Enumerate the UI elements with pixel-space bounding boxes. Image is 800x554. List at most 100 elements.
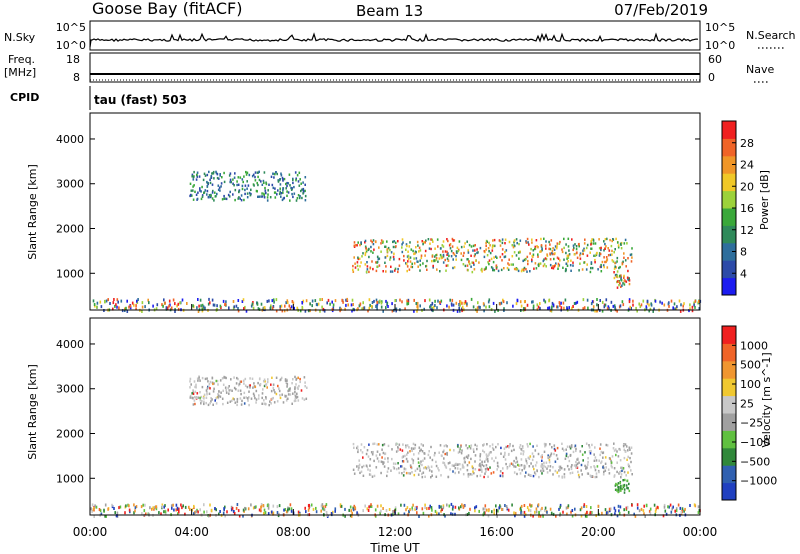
range-cell: [251, 174, 254, 178]
range-cell: [479, 305, 481, 309]
range-cell: [546, 254, 549, 258]
range-cell: [352, 270, 355, 273]
range-cell: [357, 468, 360, 471]
range-cell: [476, 306, 479, 310]
range-cell: [368, 298, 371, 302]
range-cell: [621, 469, 623, 472]
range-cell: [518, 468, 521, 471]
range-cell: [135, 304, 137, 308]
range-cell: [233, 176, 236, 179]
range-cell: [527, 456, 530, 459]
range-cell: [393, 258, 395, 261]
range-cell: [526, 506, 529, 509]
range-cell: [507, 453, 510, 456]
nsky-tick-bottom: 10^0: [56, 39, 86, 52]
range-cell: [284, 378, 287, 381]
range-cell: [210, 397, 212, 400]
range-cell: [376, 255, 379, 258]
range-cell: [542, 264, 545, 268]
range-cell: [167, 508, 169, 512]
range-cell: [391, 270, 394, 273]
range-cell: [302, 189, 305, 193]
range-cell: [298, 171, 301, 174]
range-cell: [237, 197, 239, 200]
range-cell: [414, 506, 417, 509]
range-cell: [631, 503, 633, 507]
freq-tick-top: 18: [66, 53, 80, 66]
range-cell: [188, 505, 190, 509]
range-cell: [376, 302, 379, 306]
range-cell: [444, 258, 446, 262]
range-cell: [583, 242, 586, 245]
range-cell: [544, 244, 547, 247]
range-cell: [275, 392, 278, 396]
range-cell: [476, 444, 478, 448]
range-cell: [181, 298, 184, 302]
range-cell: [429, 504, 431, 508]
range-cell: [477, 301, 479, 305]
range-cell: [438, 504, 441, 508]
range-cell: [556, 245, 558, 248]
range-cell: [215, 397, 217, 400]
range-cell: [455, 254, 457, 258]
range-cell: [296, 197, 299, 200]
range-cell: [92, 508, 95, 512]
range-cell: [631, 247, 633, 250]
range-cell: [454, 466, 457, 470]
range-cell: [528, 465, 531, 468]
range-cell: [282, 191, 284, 194]
range-cell: [357, 465, 360, 468]
range-cell: [508, 263, 510, 266]
range-cell: [221, 176, 223, 179]
range-cell: [234, 172, 236, 175]
range-cell: [511, 503, 513, 507]
range-cell: [435, 460, 437, 464]
range-cell: [466, 456, 469, 460]
range-cell: [623, 491, 626, 494]
range-cell: [364, 251, 367, 255]
range-cell: [98, 508, 101, 511]
range-cell: [405, 444, 407, 447]
range-cell: [373, 459, 375, 463]
range-cell: [244, 305, 246, 309]
range-cell: [546, 253, 548, 256]
range-cell: [239, 397, 242, 400]
range-cell: [486, 254, 489, 257]
range-cell: [113, 507, 115, 510]
range-cell: [698, 509, 701, 513]
range-cell: [268, 183, 270, 186]
velocity-y-label: Slant Range [km]: [26, 364, 39, 460]
range-cell: [591, 266, 594, 270]
range-cell: [387, 460, 389, 463]
range-cell: [604, 469, 607, 472]
range-cell: [472, 244, 475, 248]
range-cell: [472, 249, 474, 252]
range-cell: [406, 244, 408, 248]
range-cell: [559, 465, 562, 468]
range-cell: [369, 504, 372, 508]
range-cell: [271, 299, 274, 303]
range-cell: [543, 450, 546, 453]
range-cell: [540, 250, 542, 253]
range-cell: [372, 442, 374, 446]
range-cell: [460, 505, 462, 509]
range-cell: [571, 471, 574, 474]
range-cell: [361, 451, 364, 454]
range-cell: [197, 510, 199, 514]
range-cell: [434, 304, 436, 307]
range-cell: [568, 459, 571, 463]
range-cell: [208, 514, 210, 518]
range-cell: [454, 471, 456, 475]
range-cell: [265, 396, 267, 399]
range-cell: [114, 304, 116, 308]
range-cell: [625, 280, 628, 283]
colorbar-tick-label: 8: [740, 246, 747, 259]
range-cell: [209, 380, 212, 384]
range-cell: [349, 505, 352, 509]
range-cell: [433, 454, 436, 457]
range-cell: [619, 470, 622, 473]
range-cell: [358, 304, 361, 308]
range-cell: [406, 302, 408, 306]
range-cell: [381, 443, 384, 447]
